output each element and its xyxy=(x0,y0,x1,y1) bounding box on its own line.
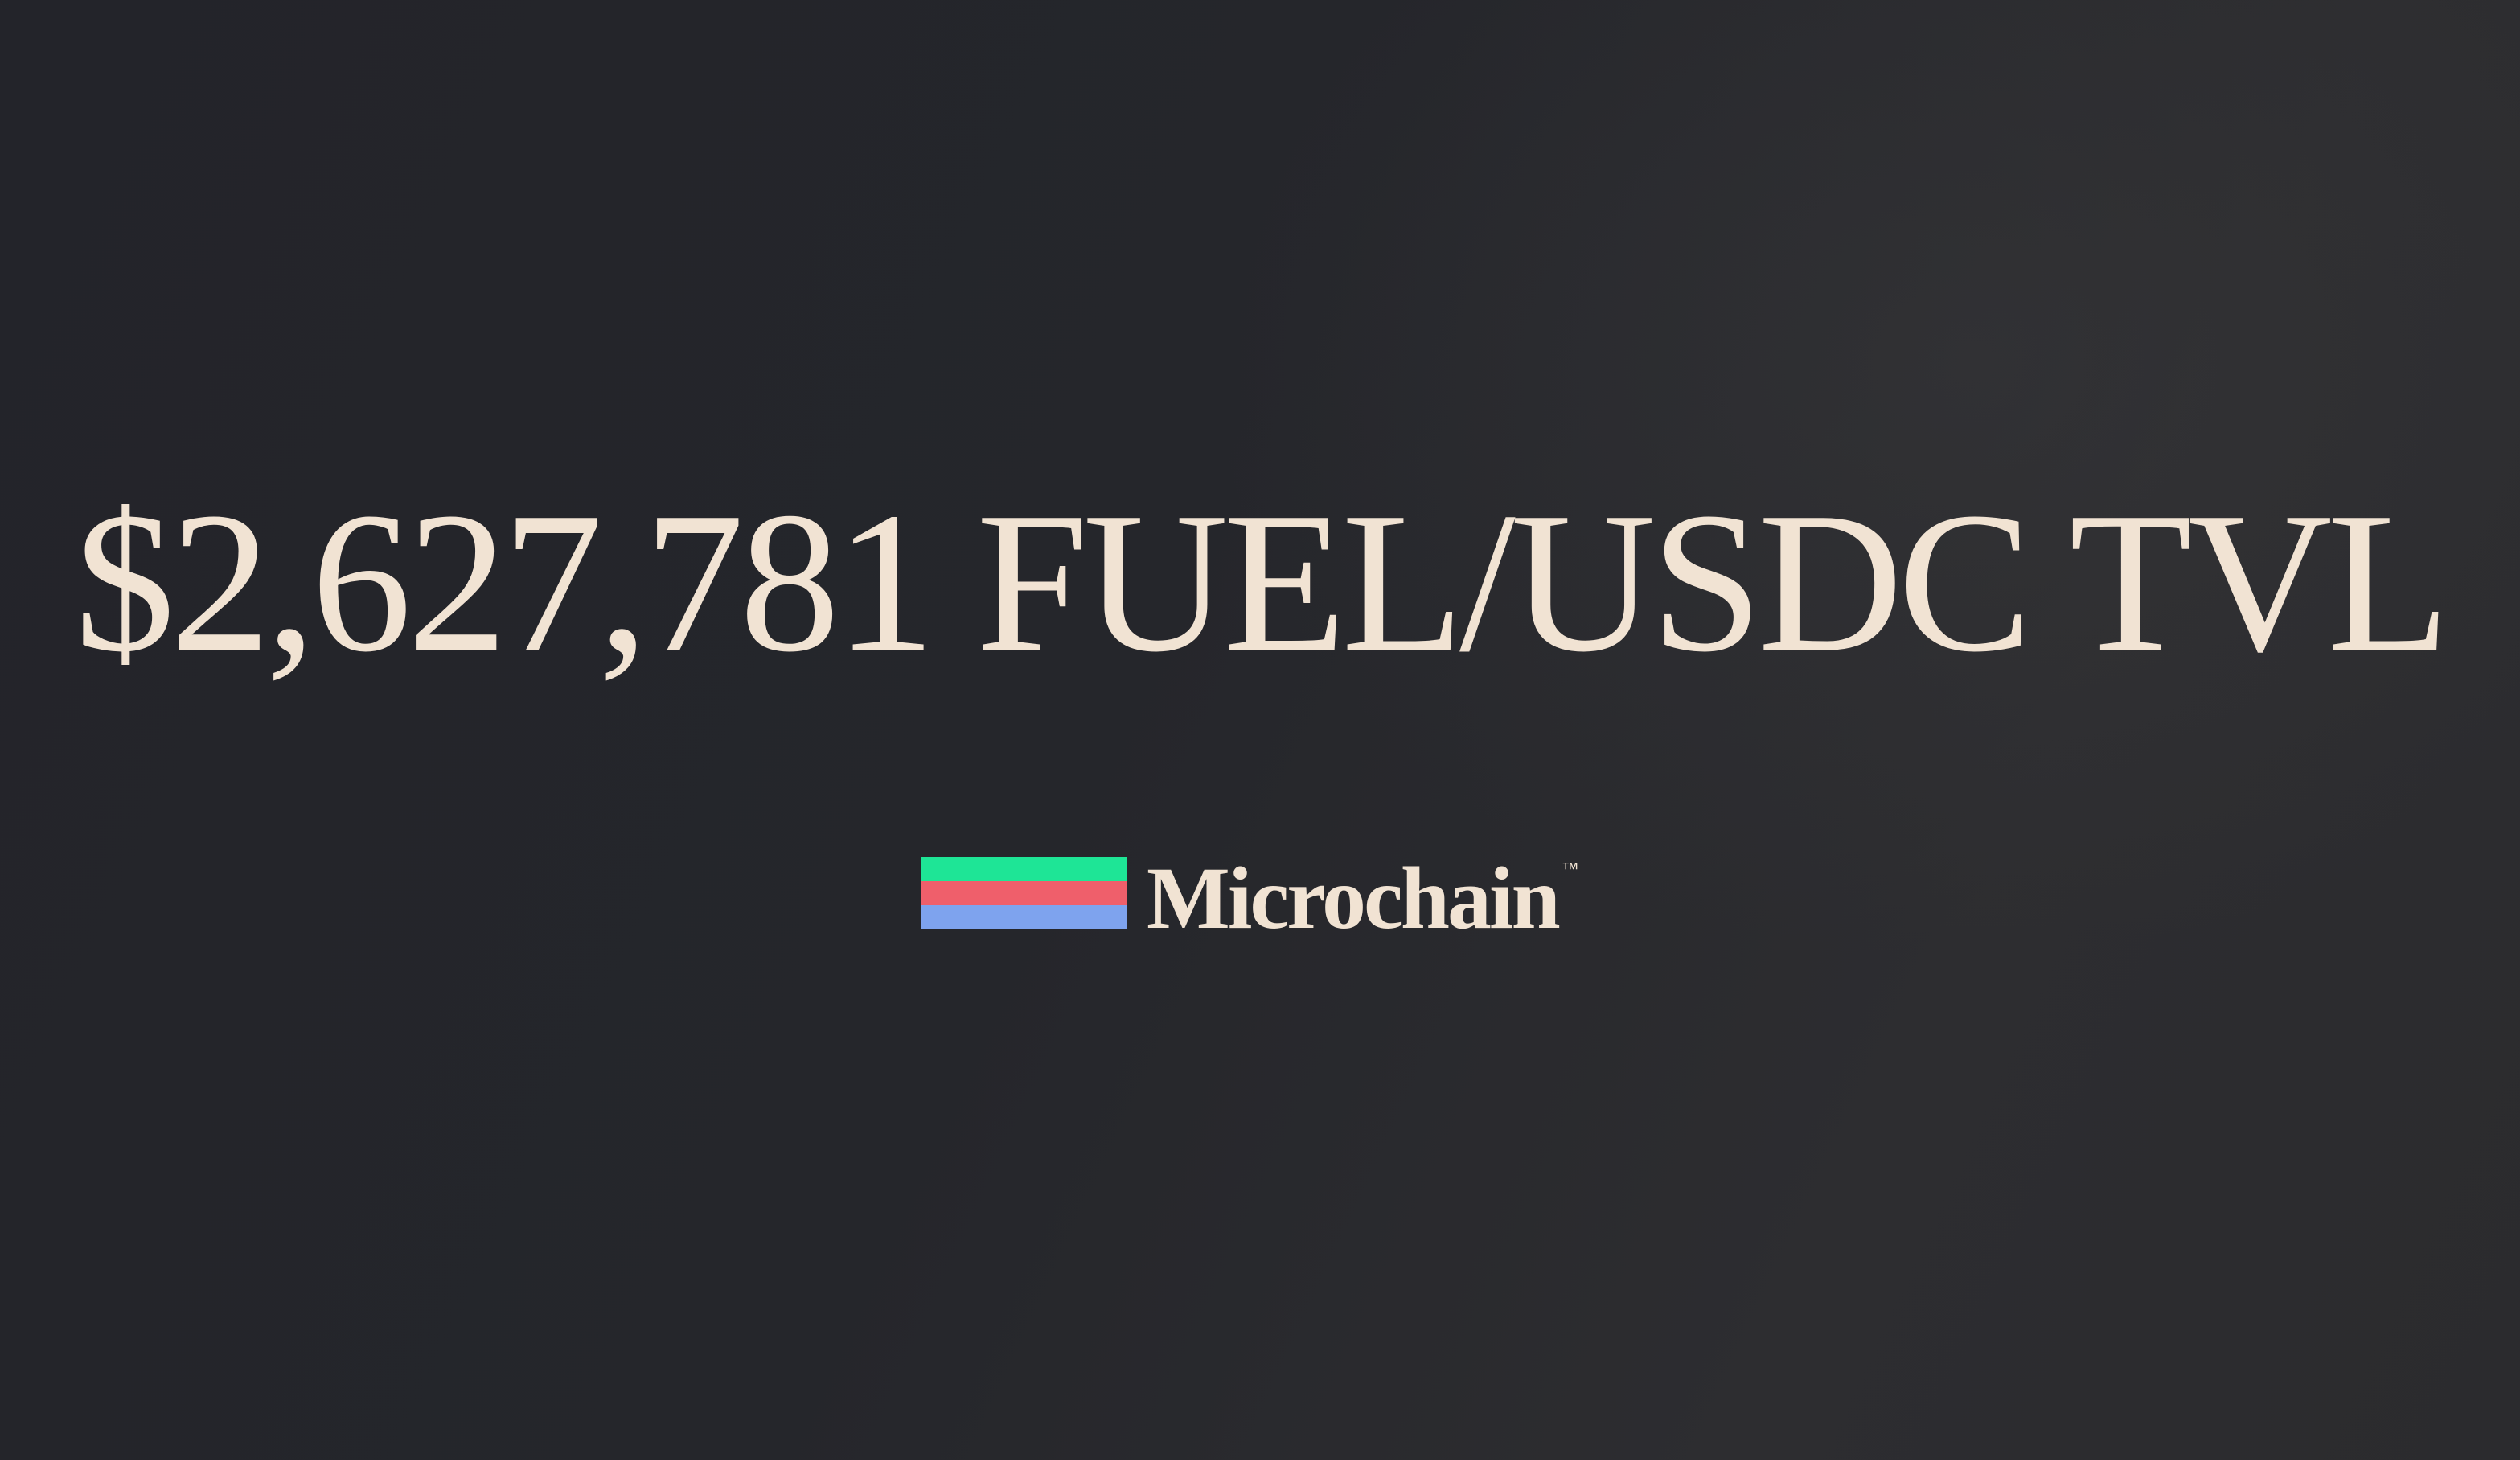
logo-stripe-blue xyxy=(921,905,1127,929)
brand-name: Microchain xyxy=(1147,849,1561,947)
brand-lockup: Microchain ™ xyxy=(921,854,1579,942)
trademark-symbol: ™ xyxy=(1561,859,1579,879)
logo-stripe-green xyxy=(921,857,1127,881)
tvl-headline: $2,627,781 FUEL/USDC TVL xyxy=(74,471,2451,694)
logo-stripe-red xyxy=(921,881,1127,905)
three-stripe-logo-icon xyxy=(921,857,1127,929)
